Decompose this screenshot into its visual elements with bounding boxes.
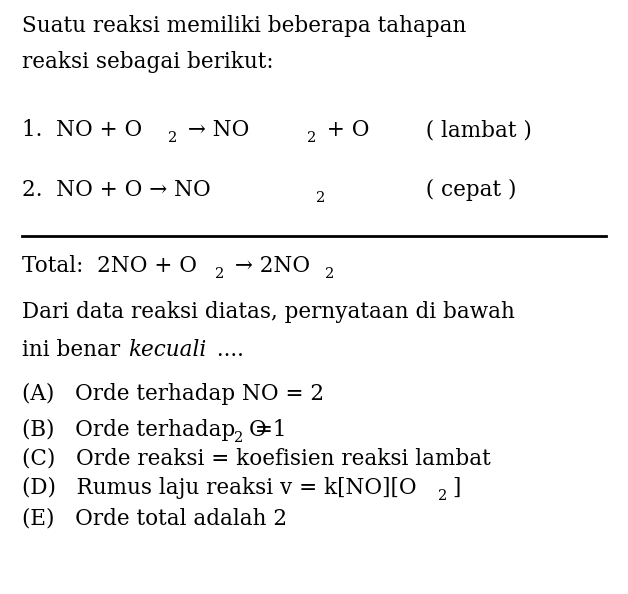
Text: ( lambat ): ( lambat ) bbox=[412, 119, 532, 141]
Text: 2: 2 bbox=[325, 267, 334, 281]
Text: =1: =1 bbox=[248, 419, 286, 441]
Text: (A)   Orde terhadap NO = 2: (A) Orde terhadap NO = 2 bbox=[22, 383, 324, 405]
Text: Suatu reaksi memiliki beberapa tahapan: Suatu reaksi memiliki beberapa tahapan bbox=[22, 15, 467, 37]
Text: 2: 2 bbox=[438, 489, 447, 503]
Text: 2: 2 bbox=[168, 131, 177, 145]
Text: (C)   Orde reaksi = koefisien reaksi lambat: (C) Orde reaksi = koefisien reaksi lamba… bbox=[22, 447, 490, 469]
Text: → NO: → NO bbox=[181, 119, 249, 141]
Text: kecuali: kecuali bbox=[128, 339, 206, 361]
Text: 2: 2 bbox=[234, 431, 243, 445]
Text: 2.  NO + O → NO: 2. NO + O → NO bbox=[22, 179, 211, 201]
Text: reaksi sebagai berikut:: reaksi sebagai berikut: bbox=[22, 51, 274, 73]
Text: (E)   Orde total adalah 2: (E) Orde total adalah 2 bbox=[22, 507, 287, 529]
Text: 2: 2 bbox=[215, 267, 224, 281]
Text: ini benar: ini benar bbox=[22, 339, 127, 361]
Text: ]: ] bbox=[452, 477, 460, 499]
Text: Total:  2NO + O: Total: 2NO + O bbox=[22, 255, 197, 277]
Text: + O: + O bbox=[320, 119, 369, 141]
Text: (D)   Rumus laju reaksi v = k[NO][O: (D) Rumus laju reaksi v = k[NO][O bbox=[22, 477, 416, 499]
Text: ....: .... bbox=[210, 339, 244, 361]
Text: 1.  NO + O: 1. NO + O bbox=[22, 119, 143, 141]
Text: (B)   Orde terhadap  O: (B) Orde terhadap O bbox=[22, 419, 267, 441]
Text: ( cepat ): ( cepat ) bbox=[412, 179, 516, 201]
Text: 2: 2 bbox=[307, 131, 317, 145]
Text: → 2NO: → 2NO bbox=[228, 255, 310, 277]
Text: Dari data reaksi diatas, pernyataan di bawah: Dari data reaksi diatas, pernyataan di b… bbox=[22, 301, 515, 323]
Text: 2: 2 bbox=[316, 191, 325, 205]
